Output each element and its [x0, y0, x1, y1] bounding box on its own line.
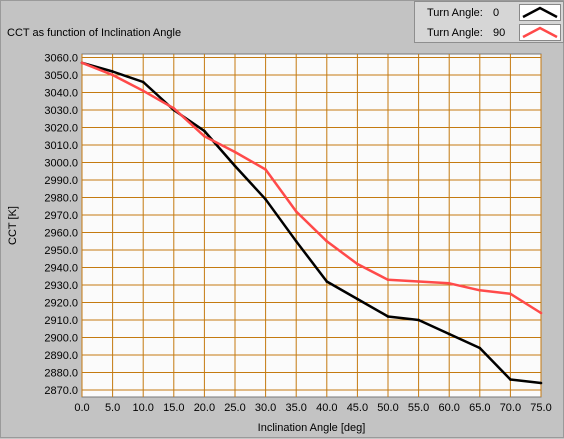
y-tick-label: 2990.0 — [44, 175, 78, 187]
data-point — [478, 346, 482, 350]
y-tick-label: 2870.0 — [44, 385, 78, 397]
y-tick-label: 3040.0 — [44, 88, 78, 100]
data-point — [539, 381, 543, 385]
data-point — [233, 164, 237, 168]
data-point — [478, 288, 482, 292]
axis-ticks: 0.0 5.0 10.0 15.0 20.0 25.0 30.0 35.0 40.0 45.0 50… — [44, 53, 551, 415]
data-point — [172, 106, 176, 110]
y-tick-label: 2930.0 — [44, 280, 78, 292]
x-tick-label: 60.0 — [438, 402, 459, 414]
x-tick-label: 15.0 — [163, 402, 184, 414]
series-line-1 — [81, 61, 542, 315]
series-line-0 — [81, 61, 542, 385]
data-point — [386, 315, 390, 318]
y-tick-label: 3000.0 — [44, 158, 78, 170]
data-point — [294, 239, 298, 243]
data-point — [294, 210, 298, 213]
y-tick-label: 2890.0 — [44, 350, 78, 362]
x-tick-label: 55.0 — [408, 402, 429, 414]
series — [80, 61, 543, 385]
data-point — [509, 378, 512, 381]
y-tick-label: 2940.0 — [44, 263, 78, 275]
data-point — [203, 129, 206, 133]
data-point — [325, 280, 329, 283]
data-point — [264, 168, 267, 171]
y-tick-label: 3010.0 — [44, 140, 78, 152]
data-point — [356, 297, 359, 301]
legend-label: Turn Angle: — [427, 27, 483, 39]
y-tick-label: 2880.0 — [44, 368, 78, 380]
y-tick-label: 2980.0 — [44, 193, 78, 205]
line-swatch-icon — [522, 6, 558, 19]
data-point — [141, 89, 145, 93]
data-point — [233, 150, 237, 154]
x-tick-label: 75.0 — [530, 402, 551, 414]
data-point — [203, 134, 206, 138]
legend-item-turn-angle-90[interactable]: Turn Angle: 90 — [415, 23, 564, 43]
chart-title: CCT as function of Inclination Angle — [7, 27, 182, 39]
data-point — [386, 278, 390, 282]
y-tick-label: 3030.0 — [44, 105, 78, 117]
legend-item-turn-angle-0[interactable]: Turn Angle: 0 — [415, 3, 564, 23]
x-tick-label: 20.0 — [194, 402, 215, 414]
y-axis-label: CCT [K] — [7, 206, 19, 245]
x-tick-label: 0.0 — [74, 402, 89, 414]
legend-value: 90 — [493, 27, 506, 39]
x-tick-label: 50.0 — [377, 402, 398, 414]
y-tick-label: 2950.0 — [44, 245, 78, 257]
y-tick-label: 2920.0 — [44, 298, 78, 310]
y-tick-label: 3060.0 — [44, 53, 78, 65]
data-point — [417, 280, 420, 283]
data-point — [509, 292, 512, 296]
data-point — [264, 197, 267, 201]
legend-swatch-black[interactable] — [519, 4, 561, 21]
data-point — [447, 281, 451, 285]
data-point — [417, 318, 420, 322]
y-tick-label: 3020.0 — [44, 123, 78, 135]
legend-value: 0 — [493, 7, 500, 19]
data-point — [447, 332, 451, 336]
legend-swatch-red[interactable] — [519, 24, 561, 41]
x-tick-label: 70.0 — [500, 402, 521, 414]
data-point — [111, 70, 114, 73]
x-tick-label: 65.0 — [469, 402, 490, 414]
x-tick-label: 45.0 — [347, 402, 368, 414]
x-tick-label: 35.0 — [285, 402, 306, 414]
y-tick-label: 2960.0 — [44, 228, 78, 240]
y-tick-label: 2910.0 — [44, 315, 78, 327]
x-tick-label: 5.0 — [105, 402, 120, 414]
x-tick-label: 10.0 — [132, 402, 153, 414]
data-point — [325, 239, 329, 243]
data-point — [539, 311, 543, 315]
data-point — [356, 262, 359, 266]
x-tick-label: 40.0 — [316, 402, 337, 414]
data-point — [80, 61, 84, 65]
line-swatch-icon — [522, 26, 558, 39]
data-point — [111, 73, 114, 77]
y-tick-label: 2970.0 — [44, 210, 78, 222]
y-tick-label: 3050.0 — [44, 70, 78, 82]
legend-label: Turn Angle: — [427, 7, 483, 19]
x-tick-label: 30.0 — [255, 402, 276, 414]
x-tick-label: 25.0 — [224, 402, 245, 414]
data-point — [141, 80, 145, 84]
y-tick-label: 2900.0 — [44, 333, 78, 345]
x-axis-label: Inclination Angle [deg] — [258, 422, 366, 434]
grid — [81, 54, 542, 397]
